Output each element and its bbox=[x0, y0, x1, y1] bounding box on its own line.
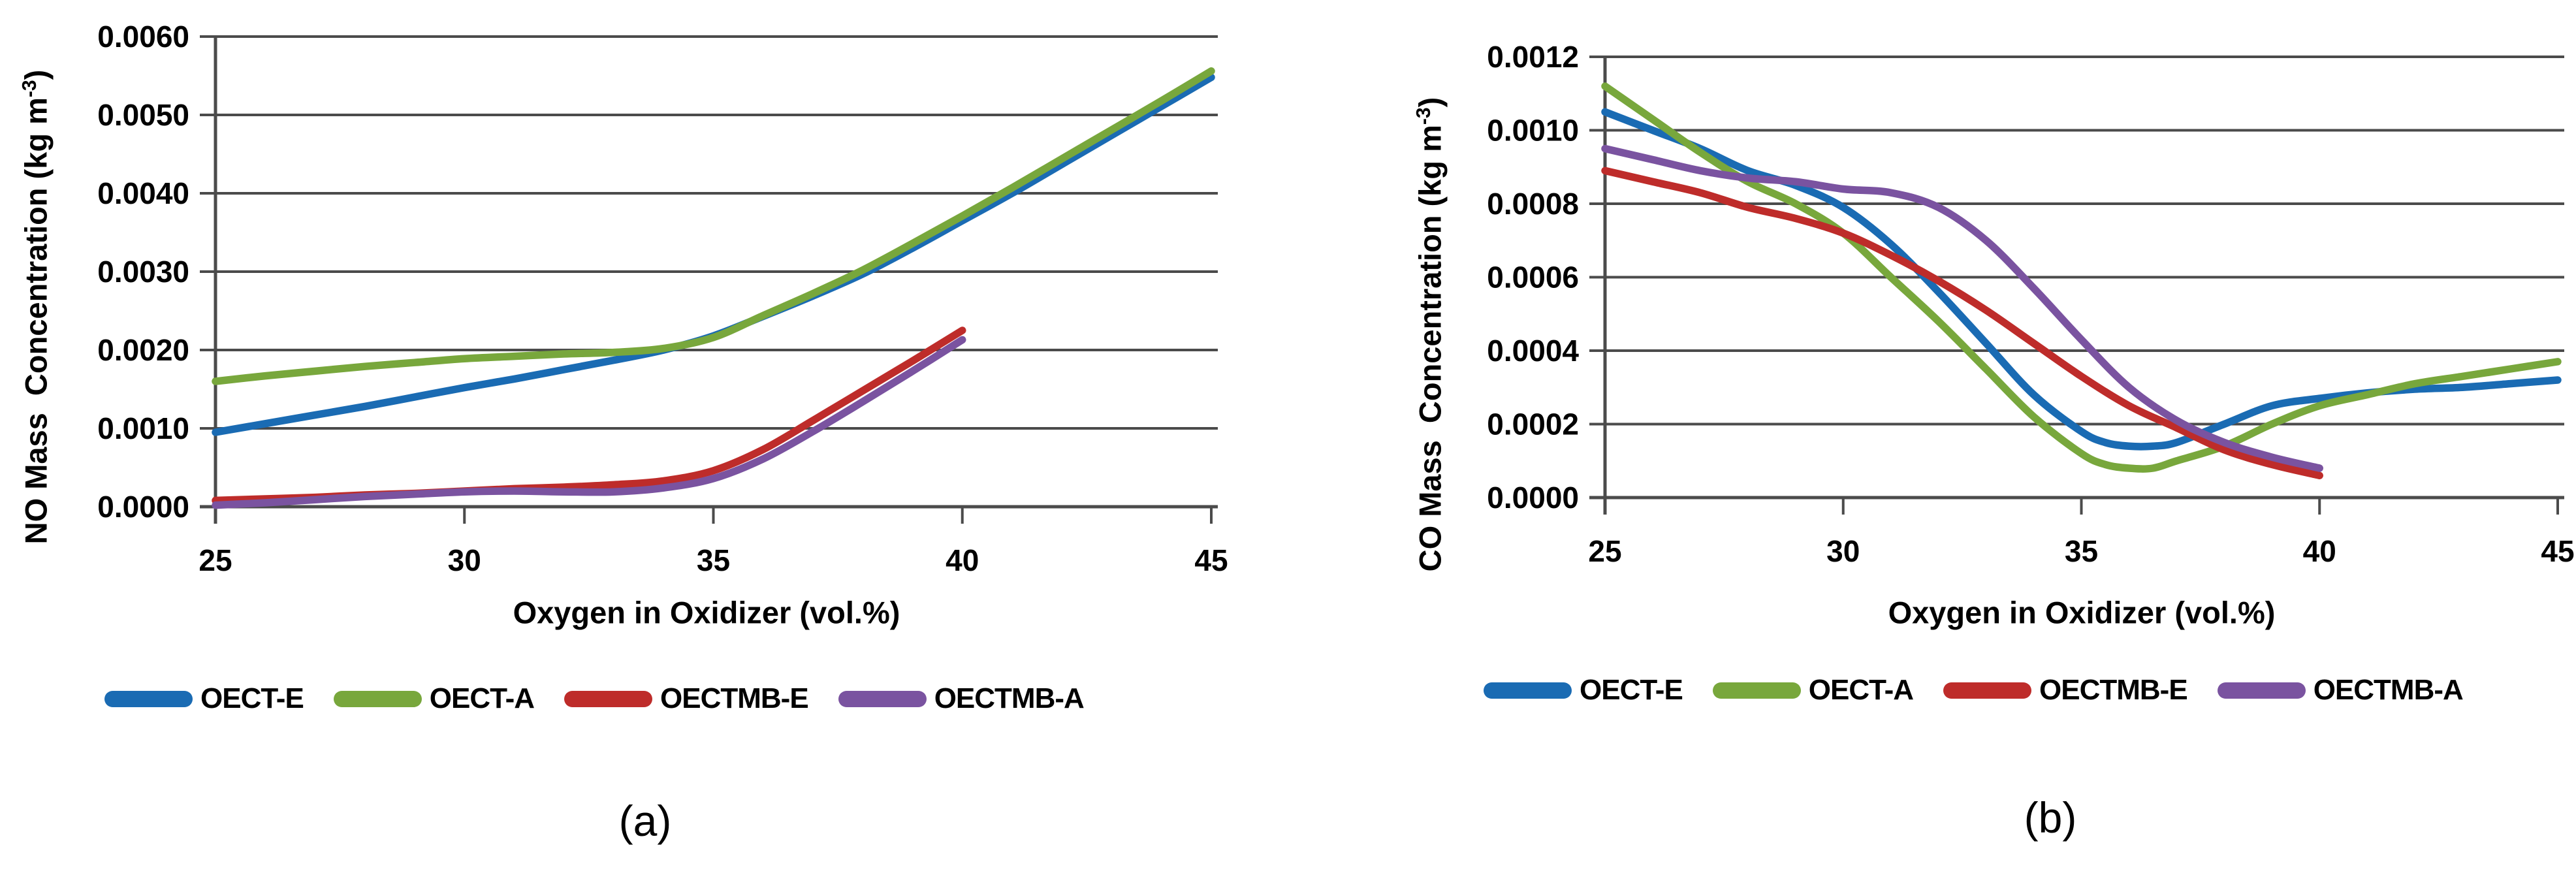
series-line-oect-e bbox=[1601, 108, 2562, 451]
y-tick-label: 0.0030 bbox=[97, 255, 189, 289]
legend-item: OECTMB-A bbox=[2217, 674, 2464, 707]
series-line-oect-e bbox=[212, 73, 1215, 436]
series-line-oect-a bbox=[1601, 82, 2562, 473]
chart-a-y-axis-title-close: ) bbox=[18, 69, 54, 80]
x-tick-label: 40 bbox=[946, 543, 979, 577]
chart-a-y-axis-title-sup: -3 bbox=[18, 80, 40, 98]
x-tick-label: 25 bbox=[199, 543, 232, 577]
chart-b-y-axis-title-close: ) bbox=[1412, 97, 1448, 108]
legend-item: OECTMB-E bbox=[1943, 674, 2188, 707]
legend-swatch-oect-e bbox=[1484, 682, 1572, 699]
x-tick-label: 30 bbox=[1826, 534, 1860, 568]
chart-a-x-axis-title: Oxygen in Oxidizer (vol.%) bbox=[513, 595, 900, 630]
legend-label-oect-a: OECT-A bbox=[1808, 674, 1914, 706]
y-tick-label: 0.0050 bbox=[97, 98, 189, 132]
legend-item: OECT-A bbox=[1712, 674, 1914, 707]
y-tick-label: 0.0020 bbox=[97, 333, 189, 367]
legend-label-oectmb-a: OECTMB-A bbox=[2313, 674, 2464, 706]
series-line-oectmb-a bbox=[212, 336, 966, 509]
chart-b-y-axis-title-text: CO Mass Concentration (kg m bbox=[1412, 125, 1448, 572]
chart-b-y-axis-title: CO Mass Concentration (kg m-3) bbox=[1412, 97, 1448, 572]
legend-swatch-oectmb-e bbox=[564, 690, 653, 707]
y-tick-label: 0.0000 bbox=[1487, 481, 1579, 515]
chart-b-x-axis-title: Oxygen in Oxidizer (vol.%) bbox=[1888, 595, 2276, 630]
y-tick-label: 0.0006 bbox=[1487, 261, 1579, 294]
x-tick-label: 40 bbox=[2303, 534, 2336, 568]
y-tick-label: 0.0010 bbox=[1487, 114, 1579, 148]
y-tick-label: 0.0010 bbox=[97, 411, 189, 445]
legend-item: OECT-E bbox=[1484, 674, 1683, 707]
legend-item: OECTMB-A bbox=[838, 682, 1085, 715]
legend-swatch-oect-a bbox=[333, 690, 422, 707]
y-tick-label: 0.0000 bbox=[97, 490, 189, 524]
chart-a-y-axis-title: NO Mass Concentration (kg m-3) bbox=[18, 70, 54, 545]
x-tick-label: 45 bbox=[2541, 534, 2574, 568]
y-tick-label: 0.0040 bbox=[97, 176, 189, 210]
chart-b-y-axis-title-sup: -3 bbox=[1412, 107, 1435, 125]
x-tick-label: 30 bbox=[448, 543, 481, 577]
y-tick-label: 0.0012 bbox=[1487, 40, 1579, 74]
x-tick-label: 25 bbox=[1588, 534, 1621, 568]
chart-b-legend: OECT-E OECT-A OECTMB-E OECTMB-A bbox=[1484, 674, 2464, 707]
y-tick-label: 0.0002 bbox=[1487, 407, 1579, 441]
caption-a: (a) bbox=[618, 797, 672, 845]
legend-label-oect-a: OECT-A bbox=[429, 682, 535, 714]
caption-b: (b) bbox=[2024, 793, 2077, 842]
legend-item: OECT-A bbox=[333, 682, 535, 715]
legend-label-oectmb-e: OECTMB-E bbox=[660, 682, 809, 714]
legend-item: OECT-E bbox=[104, 682, 304, 715]
chart-a-legend: OECT-E OECT-A OECTMB-E OECTMB-A bbox=[104, 682, 1085, 715]
chart-a-y-axis-title-text: NO Mass Concentration (kg m bbox=[18, 97, 54, 545]
y-tick-label: 0.0008 bbox=[1487, 187, 1579, 221]
legend-swatch-oect-a bbox=[1712, 682, 1801, 699]
x-tick-label: 35 bbox=[2065, 534, 2098, 568]
series-line-oectmb-a bbox=[1601, 144, 2323, 472]
series-line-oect-a bbox=[212, 67, 1215, 385]
legend-swatch-oectmb-e bbox=[1943, 682, 2032, 699]
legend-label-oectmb-e: OECTMB-E bbox=[2039, 674, 2188, 706]
series-line-oectmb-e bbox=[1601, 167, 2323, 479]
legend-swatch-oect-e bbox=[104, 690, 193, 707]
x-tick-label: 35 bbox=[697, 543, 730, 577]
legend-swatch-oectmb-a bbox=[2217, 682, 2306, 699]
legend-label-oect-e: OECT-E bbox=[1580, 674, 1683, 706]
legend-item: OECTMB-E bbox=[564, 682, 809, 715]
y-tick-label: 0.0060 bbox=[97, 20, 189, 54]
legend-label-oect-e: OECT-E bbox=[200, 682, 304, 714]
legend-label-oectmb-a: OECTMB-A bbox=[934, 682, 1085, 714]
y-tick-label: 0.0004 bbox=[1487, 334, 1579, 368]
x-tick-label: 45 bbox=[1194, 543, 1228, 577]
legend-swatch-oectmb-a bbox=[838, 690, 927, 707]
